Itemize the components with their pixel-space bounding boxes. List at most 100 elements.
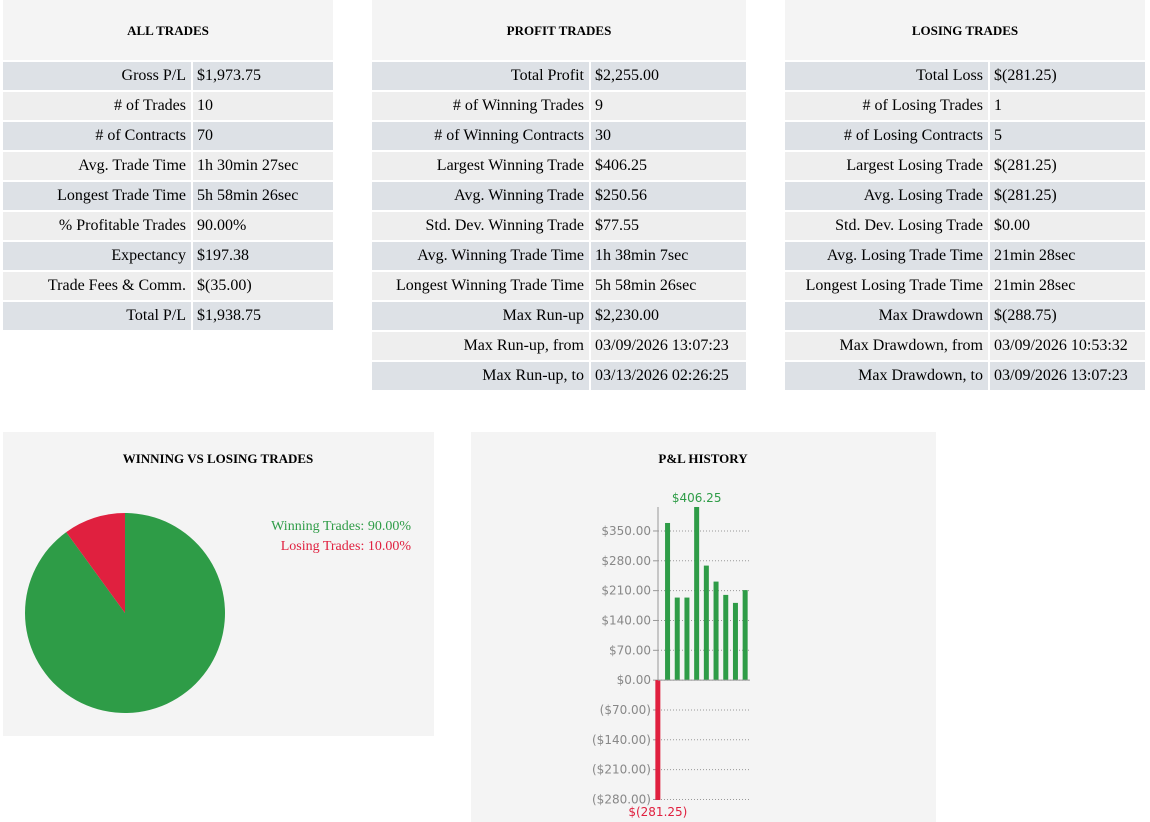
- table-header: [785, 0, 1145, 60]
- y-tick-label: ($140.00): [592, 733, 651, 747]
- table-row: Max Run-up, to 03/13/2026 02:26:25: [372, 362, 746, 390]
- bar: [713, 581, 719, 681]
- row-value: $250.56: [595, 187, 647, 204]
- row-label: # of Losing Contracts: [785, 122, 990, 150]
- row-value: 03/13/2026 02:26:25: [595, 367, 729, 384]
- row-value: 70: [197, 127, 213, 144]
- table-row: Expectancy $197.38: [3, 242, 333, 270]
- y-tick-label: $70.00: [609, 643, 651, 657]
- row-label: Longest Trade Time: [3, 182, 193, 210]
- row-value: $(288.75): [994, 307, 1057, 324]
- pie-title: WINNING VS LOSING TRADES: [123, 451, 314, 466]
- row-value: 5: [994, 127, 1002, 144]
- table-row: Largest Losing Trade $(281.25): [785, 152, 1145, 180]
- bar: [694, 507, 700, 681]
- row-value: 5h 58min 26sec: [595, 277, 697, 294]
- row-value: 21min 28sec: [994, 247, 1076, 264]
- table-row: Avg. Winning Trade Time 1h 38min 7sec: [372, 242, 746, 270]
- table-row: # of Contracts 70: [3, 122, 333, 150]
- y-tick-label: ($70.00): [600, 703, 651, 717]
- table-row: Longest Winning Trade Time 5h 58min 26sec: [372, 272, 746, 300]
- table-row: Avg. Losing Trade $(281.25): [785, 182, 1145, 210]
- bar: [684, 597, 690, 681]
- row-value: $(35.00): [197, 277, 252, 294]
- y-tick-label: ($210.00): [592, 763, 651, 777]
- row-label: Largest Winning Trade: [372, 152, 591, 180]
- row-label: Avg. Losing Trade: [785, 182, 990, 210]
- table-rows: Total Loss $(281.25) # of Losing Trades 1 # …: [785, 62, 1145, 392]
- bar: [723, 594, 729, 681]
- row-value: $(281.25): [994, 157, 1057, 174]
- table-row: # of Winning Contracts 30: [372, 122, 746, 150]
- table-title: PROFIT TRADES: [506, 23, 612, 38]
- row-label: Total Loss: [785, 62, 990, 90]
- row-value: 1h 38min 7sec: [595, 247, 689, 264]
- row-label: % Profitable Trades: [3, 212, 193, 240]
- row-value: 5h 58min 26sec: [197, 187, 299, 204]
- row-label: Max Run-up, to: [372, 362, 591, 390]
- table-row: Max Drawdown $(288.75): [785, 302, 1145, 330]
- legend-entry: Winning Trades: 90.00%: [271, 519, 411, 534]
- row-label: Max Drawdown, to: [785, 362, 990, 390]
- row-label: Std. Dev. Winning Trade: [372, 212, 591, 240]
- row-value: $77.55: [595, 217, 639, 234]
- table-title: LOSING TRADES: [911, 23, 1019, 38]
- row-label: Gross P/L: [3, 62, 193, 90]
- row-value: $1,938.75: [197, 307, 261, 324]
- row-value: 21min 28sec: [994, 277, 1076, 294]
- bar: [674, 597, 680, 681]
- row-value: $(281.25): [994, 67, 1057, 84]
- table-row: Avg. Winning Trade $250.56: [372, 182, 746, 210]
- row-value: $197.38: [197, 247, 249, 264]
- table-row: Max Drawdown, from 03/09/2026 10:53:32: [785, 332, 1145, 360]
- row-value: $406.25: [595, 157, 647, 174]
- row-label: # of Contracts: [3, 122, 193, 150]
- row-label: Max Drawdown: [785, 302, 990, 330]
- bar: [742, 590, 748, 681]
- y-tick-label: $0.00: [617, 673, 651, 687]
- row-label: Max Run-up, from: [372, 332, 591, 360]
- row-value: 1h 30min 27sec: [197, 157, 299, 174]
- value-label: $(281.25): [628, 805, 687, 819]
- table-rows: Gross P/L $1,973.75 # of Trades 10 # of Cont…: [3, 62, 333, 332]
- table-row: % Profitable Trades 90.00%: [3, 212, 333, 240]
- row-label: Largest Losing Trade: [785, 152, 990, 180]
- y-tick-label: $210.00: [601, 584, 651, 598]
- table-row: Longest Trade Time 5h 58min 26sec: [3, 182, 333, 210]
- y-tick-label: $280.00: [601, 554, 651, 568]
- row-label: Avg. Losing Trade Time: [785, 242, 990, 270]
- row-label: Avg. Winning Trade: [372, 182, 591, 210]
- row-label: Expectancy: [3, 242, 193, 270]
- table-row: Largest Winning Trade $406.25: [372, 152, 746, 180]
- row-value: 90.00%: [197, 217, 247, 234]
- row-value: $2,230.00: [595, 307, 659, 324]
- row-value: $1,973.75: [197, 67, 261, 84]
- table-row: # of Winning Trades 9: [372, 92, 746, 120]
- row-label: Trade Fees & Comm.: [3, 272, 193, 300]
- row-label: Avg. Trade Time: [3, 152, 193, 180]
- row-value: 03/09/2026 10:53:32: [994, 337, 1128, 354]
- pie-slice: [66, 513, 125, 613]
- table-rows: Total Profit $2,255.00 # of Winning Trades…: [372, 62, 746, 392]
- row-label: Std. Dev. Losing Trade: [785, 212, 990, 240]
- row-value: $0.00: [994, 217, 1030, 234]
- table-row: Std. Dev. Losing Trade $0.00: [785, 212, 1145, 240]
- table-panel: LOSING TRADES Total Loss $(281.25) # of Los…: [785, 0, 1145, 392]
- table-row: Gross P/L $1,973.75: [3, 62, 333, 90]
- y-tick-label: $140.00: [601, 613, 651, 627]
- value-label: $406.25: [672, 491, 722, 505]
- table-row: # of Losing Contracts 5: [785, 122, 1145, 150]
- bar-title: P&L HISTORY: [658, 451, 748, 466]
- table-row: Avg. Trade Time 1h 30min 27sec: [3, 152, 333, 180]
- row-value: 10: [197, 97, 213, 114]
- row-value: 9: [595, 97, 603, 114]
- table-row: # of Losing Trades 1: [785, 92, 1145, 120]
- table-panel: PROFIT TRADES Total Profit $2,255.00 # of W…: [372, 0, 746, 392]
- table-row: Std. Dev. Winning Trade $77.55: [372, 212, 746, 240]
- table-row: Max Run-up $2,230.00: [372, 302, 746, 330]
- row-value: 03/09/2026 13:07:23: [595, 337, 729, 354]
- bar-panel: [471, 432, 936, 822]
- table-row: Trade Fees & Comm. $(35.00): [3, 272, 333, 300]
- row-label: # of Winning Trades: [372, 92, 591, 120]
